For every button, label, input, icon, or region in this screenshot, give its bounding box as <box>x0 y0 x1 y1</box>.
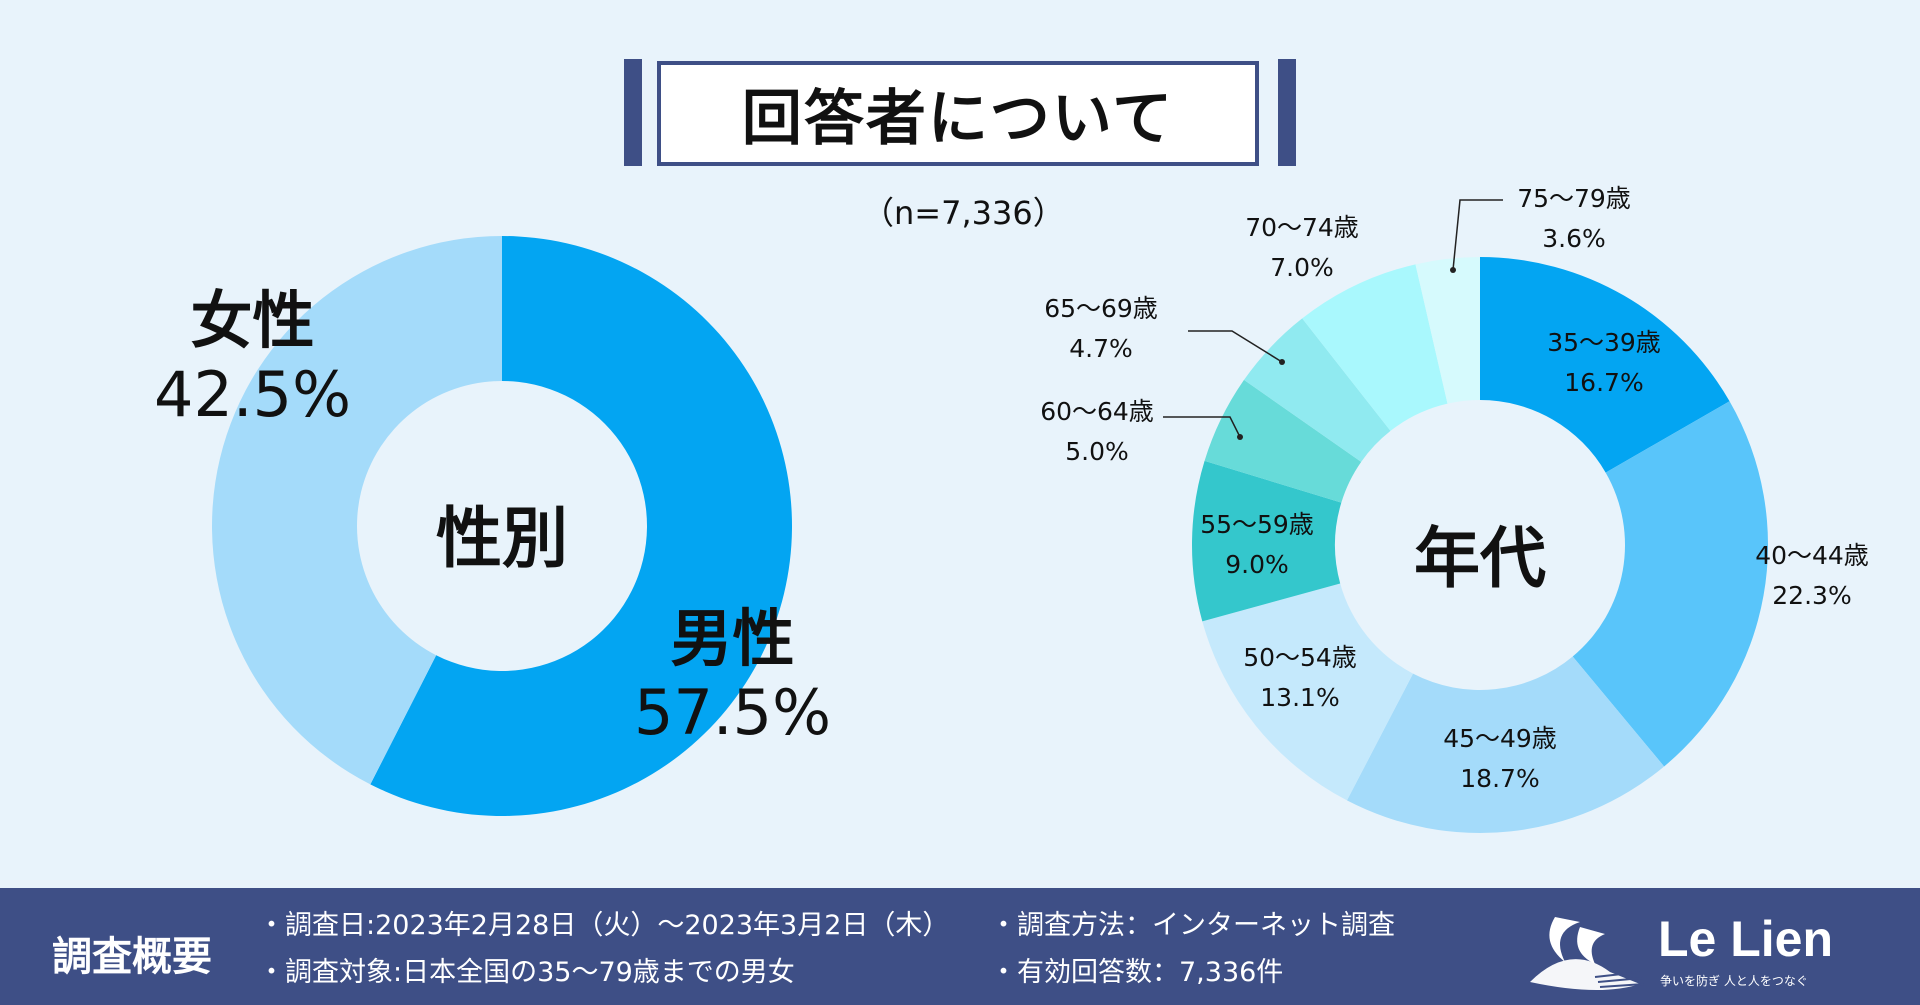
charts-svg <box>212 199 1768 833</box>
leader-line <box>1163 416 1241 438</box>
age-category: 40〜44歳 <box>1755 541 1869 570</box>
age-label-65-69: 65〜69歳 4.7% <box>1044 289 1158 369</box>
title-bar-left <box>624 59 642 166</box>
age-value: 5.0% <box>1065 437 1129 466</box>
wave-logo-icon <box>1530 917 1645 991</box>
age-label-60-64: 60〜64歳 5.0% <box>1040 392 1154 472</box>
footer-item-target: ・調査対象:日本全国の35〜79歳までの男女 <box>258 957 795 988</box>
age-slice <box>1244 318 1391 462</box>
age-category: 60〜64歳 <box>1040 397 1154 426</box>
lelien-logo: Le Lien 争いを防ぎ 人と人をつなぐ <box>1510 902 1860 997</box>
male-value: 57.5% <box>634 676 831 750</box>
age-category: 75〜79歳 <box>1517 184 1631 213</box>
age-category: 65〜69歳 <box>1044 294 1158 323</box>
leader-dot <box>1450 267 1456 273</box>
page-title: 回答者について <box>657 61 1259 166</box>
age-value: 7.0% <box>1270 253 1334 282</box>
age-slice <box>1415 257 1480 404</box>
leader-line <box>1452 199 1503 271</box>
survey-summary-footer: 調査概要 ・調査日:2023年2月28日（火）〜2023年3月2日（木） ・調査… <box>0 888 1920 1005</box>
age-value: 18.7% <box>1460 764 1540 793</box>
age-slice <box>1480 257 1730 473</box>
age-slice <box>1204 379 1362 503</box>
age-label-45-49: 45〜49歳 18.7% <box>1443 719 1557 799</box>
title-banner: 回答者について <box>624 59 1296 166</box>
leader-lines <box>1163 199 1503 440</box>
age-value: 3.6% <box>1542 224 1606 253</box>
footer-heading: 調査概要 <box>52 934 212 980</box>
age-category: 35〜39歳 <box>1547 328 1661 357</box>
age-center-label: 年代 <box>1414 520 1546 597</box>
age-donut <box>1192 257 1768 833</box>
leader-line <box>1188 330 1283 363</box>
age-value: 16.7% <box>1564 368 1644 397</box>
age-value: 13.1% <box>1260 683 1340 712</box>
footer-item-date: ・調査日:2023年2月28日（火）〜2023年3月2日（木） <box>258 910 950 941</box>
age-slice <box>1572 401 1768 767</box>
label-female: 女性 42.5% <box>150 284 355 433</box>
leader-dot <box>1279 359 1285 365</box>
gender-slice <box>370 236 792 816</box>
female-value: 42.5% <box>154 358 351 432</box>
male-category: 男性 <box>670 602 795 675</box>
logo-wordmark: Le Lien <box>1658 911 1834 967</box>
leader-dot <box>1237 434 1243 440</box>
gender-slice <box>212 236 502 785</box>
age-slice <box>1302 264 1448 431</box>
gender-center-label: 性別 <box>436 500 568 577</box>
age-category: 45〜49歳 <box>1443 724 1557 753</box>
footer-item-count: ・有効回答数：7,336件 <box>990 957 1284 988</box>
age-label-50-54: 50〜54歳 13.1% <box>1243 638 1357 718</box>
age-slice <box>1202 583 1414 801</box>
age-label-40-44: 40〜44歳 22.3% <box>1755 536 1869 616</box>
age-value: 22.3% <box>1772 581 1852 610</box>
age-value: 4.7% <box>1069 334 1133 363</box>
title-bar-right <box>1278 59 1296 166</box>
age-category: 50〜54歳 <box>1243 643 1357 672</box>
label-male: 男性 57.5% <box>625 602 840 751</box>
age-label-35-39: 35〜39歳 16.7% <box>1547 323 1661 403</box>
sample-size: （n=7,336） <box>862 194 1065 232</box>
age-value: 9.0% <box>1225 550 1289 579</box>
age-category: 70〜74歳 <box>1245 213 1359 242</box>
logo-tagline: 争いを防ぎ 人と人をつなぐ <box>1660 974 1808 988</box>
age-slice <box>1192 460 1342 622</box>
footer-item-method: ・調査方法：インターネット調査 <box>990 910 1395 941</box>
age-label-55-59: 55〜59歳 9.0% <box>1200 505 1314 585</box>
age-label-70-74: 70〜74歳 7.0% <box>1245 208 1359 288</box>
female-category: 女性 <box>190 284 315 357</box>
age-slice <box>1346 656 1665 833</box>
age-category: 55〜59歳 <box>1200 510 1314 539</box>
gender-donut <box>212 236 792 816</box>
age-label-75-79: 75〜79歳 3.6% <box>1517 179 1631 259</box>
